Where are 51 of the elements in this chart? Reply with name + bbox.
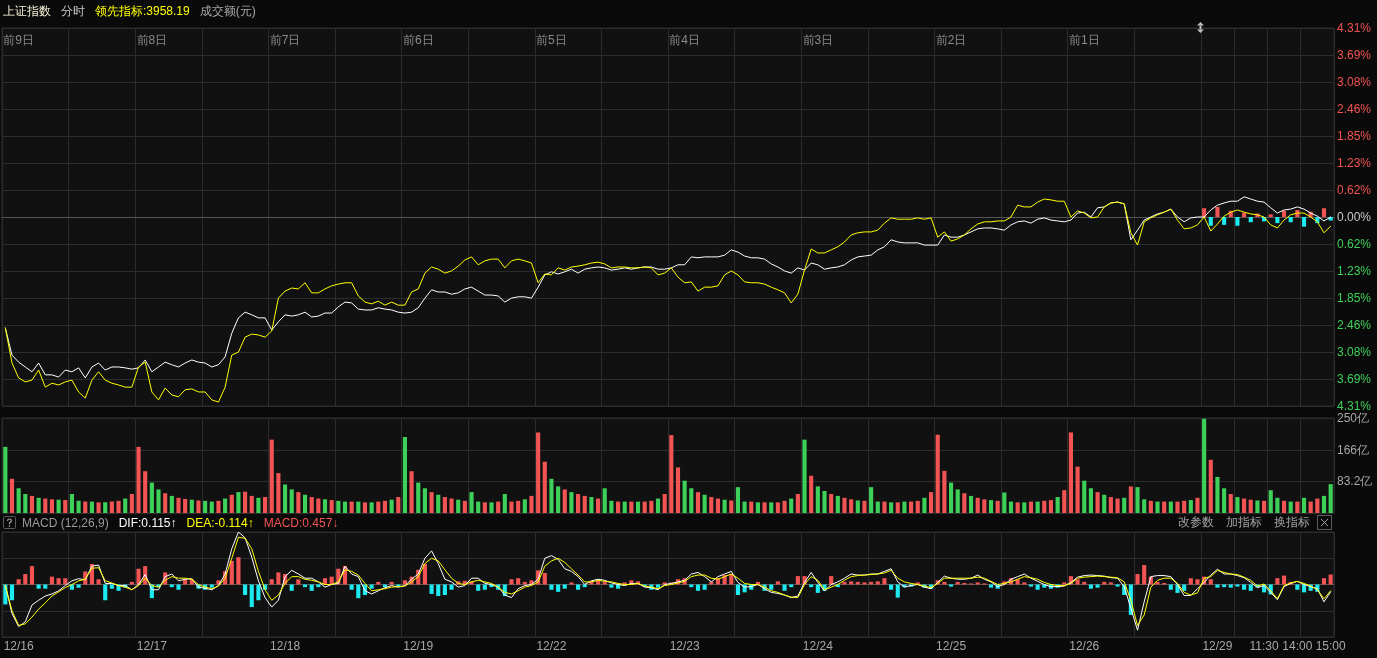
y-tick-label: 4.31% — [1337, 399, 1372, 413]
x-tick-label: 12/22 — [536, 639, 567, 653]
text: 改参数 — [1178, 514, 1214, 531]
chart-title: 上证指数 — [3, 2, 51, 20]
x-tick-label: 前4日 — [669, 33, 700, 47]
y-tick-label: 1.23% — [1337, 263, 1372, 278]
y-tick-label: 3.69% — [1337, 48, 1372, 63]
x-tick-label: 前1日 — [1068, 33, 1100, 47]
x-tick-label: 12/17 — [136, 639, 168, 653]
x-tick-label: 12/24 — [802, 639, 834, 653]
x-tick-label: 12/23 — [669, 639, 700, 653]
text: DIF:0.115↑ — [118, 515, 177, 530]
x-tick-label: 12/16 — [3, 639, 34, 653]
y-tick-label: 1.85% — [1337, 291, 1372, 306]
x-tick-label: 12/26 — [1069, 639, 1100, 653]
text: 领先指标:3958.19 — [95, 2, 190, 20]
y-tick-label: 3.08% — [1337, 345, 1372, 360]
y-tick-label: 3.08% — [1337, 74, 1372, 89]
x-tick-label: 11:30 — [1249, 639, 1279, 653]
y-tick-label: 1.23% — [1337, 156, 1372, 171]
y-tick-label: 250亿 — [1337, 411, 1370, 425]
x-tick-label: 12/25 — [936, 639, 967, 653]
y-tick-label: 2.46% — [1337, 102, 1372, 117]
x-tick-label: 前5日 — [536, 33, 567, 47]
text: MACD:0.457↓ — [263, 515, 339, 530]
y-tick-label: 166亿 — [1337, 442, 1370, 457]
x-tick-label: 前3日 — [802, 33, 834, 47]
chart-subtitle: 分时 — [61, 2, 85, 20]
x-tick-label: 前8日 — [136, 33, 168, 47]
y-tick-label: 2.46% — [1337, 317, 1372, 332]
x-tick-label: 前9日 — [3, 33, 34, 47]
text: 加指标 — [1226, 514, 1262, 531]
y-tick-label: 0.62% — [1337, 237, 1372, 252]
y-tick-label: 0.00% — [1337, 210, 1372, 224]
text: 成交额(元) — [199, 2, 256, 20]
x-tick-label: 12/29 — [1202, 639, 1233, 653]
text: 换指标 — [1274, 514, 1310, 531]
x-tick-label: 14:00 — [1282, 639, 1313, 653]
x-tick-label: 前2日 — [935, 33, 967, 47]
x-tick-label: 12/19 — [403, 639, 434, 653]
y-tick-label: 83.2亿 — [1337, 474, 1373, 489]
series-label: DEA:-0.114↑ — [186, 515, 254, 530]
x-tick-label: 12/18 — [270, 639, 301, 653]
y-tick-label: 1.85% — [1337, 128, 1372, 143]
x-tick-label: 前7日 — [269, 33, 301, 47]
y-tick-label: 3.69% — [1337, 371, 1372, 386]
x-tick-label: 前6日 — [402, 33, 434, 47]
chart-title: MACD (12,26,9) — [22, 515, 109, 530]
y-tick-label: 4.31% — [1337, 21, 1372, 35]
x-tick-label: 15:00 — [1315, 639, 1347, 653]
y-tick-label: 0.62% — [1337, 182, 1372, 197]
